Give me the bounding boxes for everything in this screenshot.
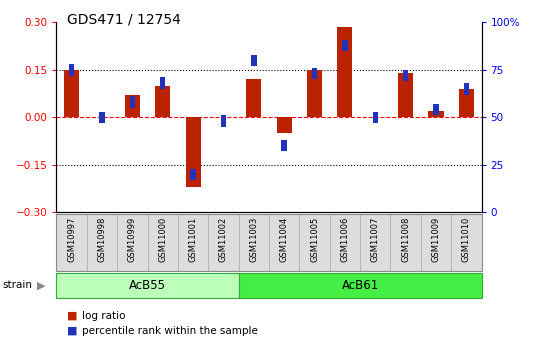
Bar (251, 55, 257, 66)
Text: ▶: ▶ (37, 280, 45, 290)
Bar (433, 104, 438, 115)
Bar (117, 214, 147, 271)
Bar (372, 111, 378, 123)
Text: GSM11002: GSM11002 (219, 217, 228, 262)
Text: GSM11009: GSM11009 (431, 217, 441, 262)
Text: GSM11006: GSM11006 (341, 217, 349, 262)
Bar (459, 89, 474, 117)
Text: GSM10998: GSM10998 (97, 217, 107, 262)
Bar (421, 214, 451, 271)
Bar (56, 214, 87, 271)
Bar (178, 214, 208, 271)
Bar (403, 70, 408, 81)
Bar (451, 214, 482, 271)
Text: GSM11008: GSM11008 (401, 217, 410, 262)
Text: strain: strain (3, 280, 33, 290)
Bar (186, 117, 201, 187)
Bar (330, 214, 360, 271)
Text: ■: ■ (67, 326, 78, 335)
Bar (342, 39, 348, 51)
Bar (428, 111, 443, 117)
Bar (160, 77, 166, 89)
Text: GSM11001: GSM11001 (189, 217, 197, 262)
Bar (269, 214, 299, 271)
Bar (307, 70, 322, 117)
Text: log ratio: log ratio (82, 311, 126, 321)
Text: GSM11010: GSM11010 (462, 217, 471, 262)
Text: AcB61: AcB61 (342, 279, 379, 292)
Bar (464, 83, 469, 95)
Bar (398, 73, 413, 117)
Bar (277, 117, 292, 133)
Text: GSM11007: GSM11007 (371, 217, 380, 262)
Text: GSM10999: GSM10999 (128, 217, 137, 262)
Bar (155, 86, 171, 117)
Bar (130, 96, 135, 108)
Bar (87, 214, 117, 271)
Text: percentile rank within the sample: percentile rank within the sample (82, 326, 258, 335)
Bar (246, 79, 261, 117)
Text: ■: ■ (67, 311, 78, 321)
Bar (337, 27, 352, 117)
Text: GSM11003: GSM11003 (249, 217, 258, 262)
Bar (100, 111, 105, 123)
Bar (190, 168, 196, 180)
Text: GSM11000: GSM11000 (158, 217, 167, 262)
Text: GSM10997: GSM10997 (67, 217, 76, 262)
Text: GSM11005: GSM11005 (310, 217, 319, 262)
Bar (239, 214, 269, 271)
Bar (281, 140, 287, 151)
Bar (208, 214, 239, 271)
Bar (69, 64, 74, 76)
Bar (147, 214, 178, 271)
Bar (239, 273, 482, 298)
Text: GSM11004: GSM11004 (280, 217, 289, 262)
Text: GDS471 / 12754: GDS471 / 12754 (67, 12, 181, 26)
Bar (299, 214, 330, 271)
Bar (125, 95, 140, 117)
Bar (64, 70, 79, 117)
Bar (312, 68, 317, 79)
Bar (221, 115, 226, 127)
Text: AcB55: AcB55 (129, 279, 166, 292)
Bar (391, 214, 421, 271)
Bar (360, 214, 391, 271)
Bar (56, 273, 239, 298)
